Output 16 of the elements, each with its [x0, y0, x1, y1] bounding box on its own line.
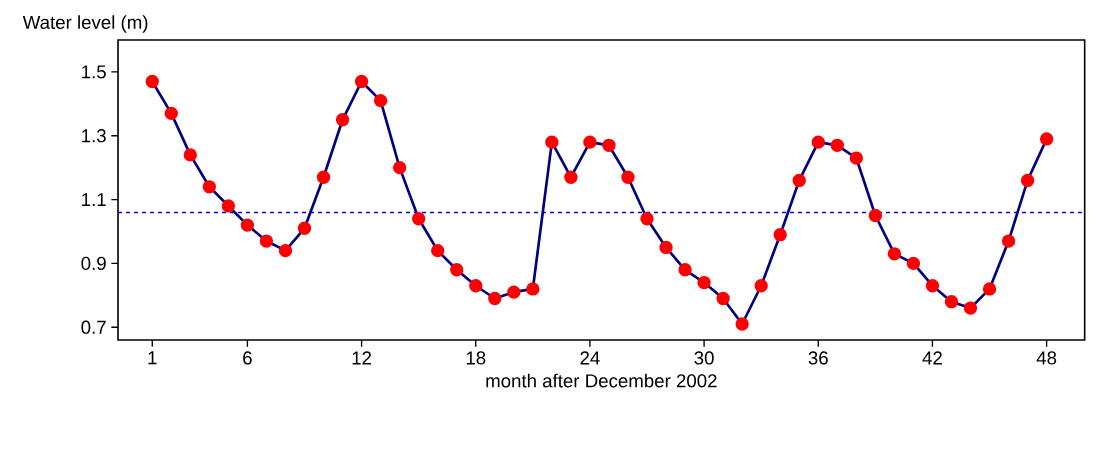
x-tick-label: 36	[808, 351, 828, 365]
y-tick-label: 0.7	[81, 320, 106, 334]
y-tick-label: 1.3	[82, 129, 106, 143]
x-tick-label: 18	[466, 351, 486, 365]
x-tick-label: 42	[922, 351, 942, 365]
x-tick-label: 6	[243, 351, 252, 365]
x-axis-title: month after December 2002	[486, 373, 717, 388]
x-tick-label: 1	[148, 351, 157, 365]
x-tick-label: 48	[1036, 351, 1057, 365]
y-tick-label: 1.1	[82, 193, 106, 206]
y-axis-title: Water level (m)	[22, 15, 148, 33]
y-tick-label: 1.5	[82, 65, 106, 79]
x-tick-label: 24	[580, 351, 600, 365]
x-tick-label: 12	[352, 351, 372, 365]
y-tick-label: 0.9	[81, 256, 106, 271]
x-tick-label: 30	[694, 351, 714, 365]
